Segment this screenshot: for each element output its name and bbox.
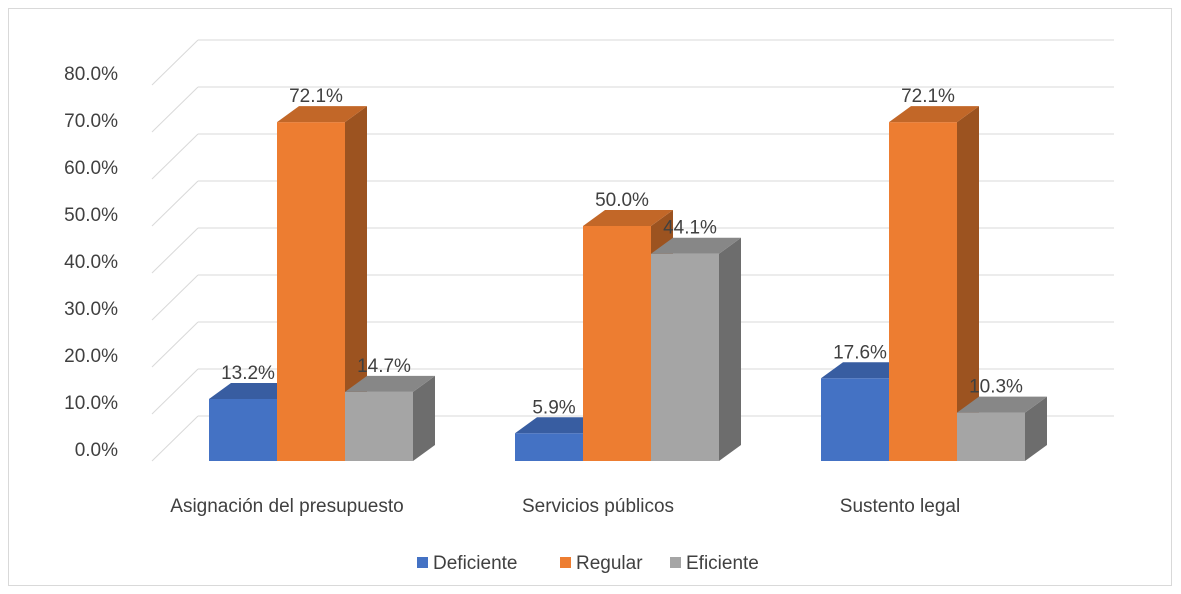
y-tick-label: 70.0% bbox=[64, 111, 118, 132]
y-tick-label: 20.0% bbox=[64, 346, 118, 367]
y-tick-label: 30.0% bbox=[64, 299, 118, 320]
gridline-side bbox=[151, 368, 199, 415]
gridline-side bbox=[151, 86, 199, 133]
bar-top bbox=[277, 106, 367, 123]
data-label: 14.7% bbox=[357, 356, 411, 377]
legend: Deficiente Regular Eficiente bbox=[417, 553, 759, 574]
x-tick-label: Sustento legal bbox=[840, 496, 960, 517]
bar-regular-3: 72.1% bbox=[889, 86, 979, 461]
bar-side bbox=[719, 237, 741, 461]
bar-eficiente-3: 10.3% bbox=[957, 377, 1047, 461]
legend-item-eficiente: Eficiente bbox=[670, 553, 759, 574]
bar-top bbox=[209, 382, 299, 399]
x-axis-labels: Asignación del presupuesto Servicios públ… bbox=[170, 496, 960, 517]
bar-front bbox=[651, 253, 719, 461]
y-tick-label: 80.0% bbox=[64, 64, 118, 85]
bar-top bbox=[889, 106, 979, 123]
bar-top bbox=[583, 210, 673, 226]
y-tick-label: 50.0% bbox=[64, 205, 118, 226]
bar-eficiente-2: 44.1% bbox=[651, 218, 741, 461]
legend-swatch bbox=[670, 557, 681, 568]
bar-side bbox=[413, 375, 435, 461]
y-tick-label: 40.0% bbox=[64, 252, 118, 273]
legend-item-deficiente: Deficiente bbox=[417, 553, 518, 574]
bar-top bbox=[957, 396, 1047, 413]
bar-eficiente-1: 14.7% bbox=[345, 356, 435, 461]
gridline-side bbox=[151, 227, 199, 274]
data-label: 5.9% bbox=[532, 397, 575, 418]
data-label: 44.1% bbox=[663, 218, 717, 239]
y-axis-ticks: 0.0% 10.0% 20.0% 30.0% 40.0% 50.0% 60.0% 70.0% 8… bbox=[64, 64, 118, 461]
bar-top bbox=[821, 362, 911, 379]
bar-regular-1: 72.1% bbox=[277, 86, 367, 461]
bar-side bbox=[345, 106, 367, 461]
data-label: 13.2% bbox=[221, 363, 275, 384]
y-tick-label: 60.0% bbox=[64, 158, 118, 179]
bar-front bbox=[277, 122, 345, 461]
x-tick-label: Asignación del presupuesto bbox=[170, 496, 403, 517]
data-label: 17.6% bbox=[833, 342, 887, 363]
bar-side bbox=[957, 106, 979, 461]
bar-front bbox=[583, 226, 651, 461]
legend-label: Regular bbox=[576, 553, 643, 574]
bar-front bbox=[515, 433, 583, 461]
gridline-side bbox=[151, 180, 199, 227]
bar-side bbox=[1025, 396, 1047, 461]
y-tick-label: 0.0% bbox=[75, 440, 118, 461]
bar-front bbox=[821, 378, 889, 461]
bar-front bbox=[889, 122, 957, 461]
gridline-side bbox=[151, 415, 199, 462]
bar-top bbox=[651, 237, 741, 254]
legend-swatch bbox=[417, 557, 428, 568]
bars: 13.2% 72.1% 14.7% 5.9% 50.0% 44.1% 17.6% 72.1% 1… bbox=[209, 86, 1047, 461]
data-label: 50.0% bbox=[595, 190, 649, 211]
gridline-side bbox=[151, 274, 199, 321]
legend-swatch bbox=[560, 557, 571, 568]
legend-item-regular: Regular bbox=[560, 553, 643, 574]
bar-front bbox=[957, 412, 1025, 461]
bar-front bbox=[209, 398, 277, 461]
gridline-side bbox=[151, 39, 199, 86]
data-label: 72.1% bbox=[901, 86, 955, 107]
bar-top bbox=[515, 417, 605, 434]
gridline-side bbox=[151, 133, 199, 180]
y-tick-label: 10.0% bbox=[64, 393, 118, 414]
x-tick-label: Servicios públicos bbox=[522, 496, 674, 517]
gridline-side bbox=[151, 321, 199, 368]
data-label: 10.3% bbox=[969, 377, 1023, 398]
data-label: 72.1% bbox=[289, 86, 343, 107]
legend-label: Deficiente bbox=[433, 553, 518, 574]
bar-top bbox=[345, 375, 435, 392]
legend-label: Eficiente bbox=[686, 553, 759, 574]
bar-front bbox=[345, 391, 413, 461]
